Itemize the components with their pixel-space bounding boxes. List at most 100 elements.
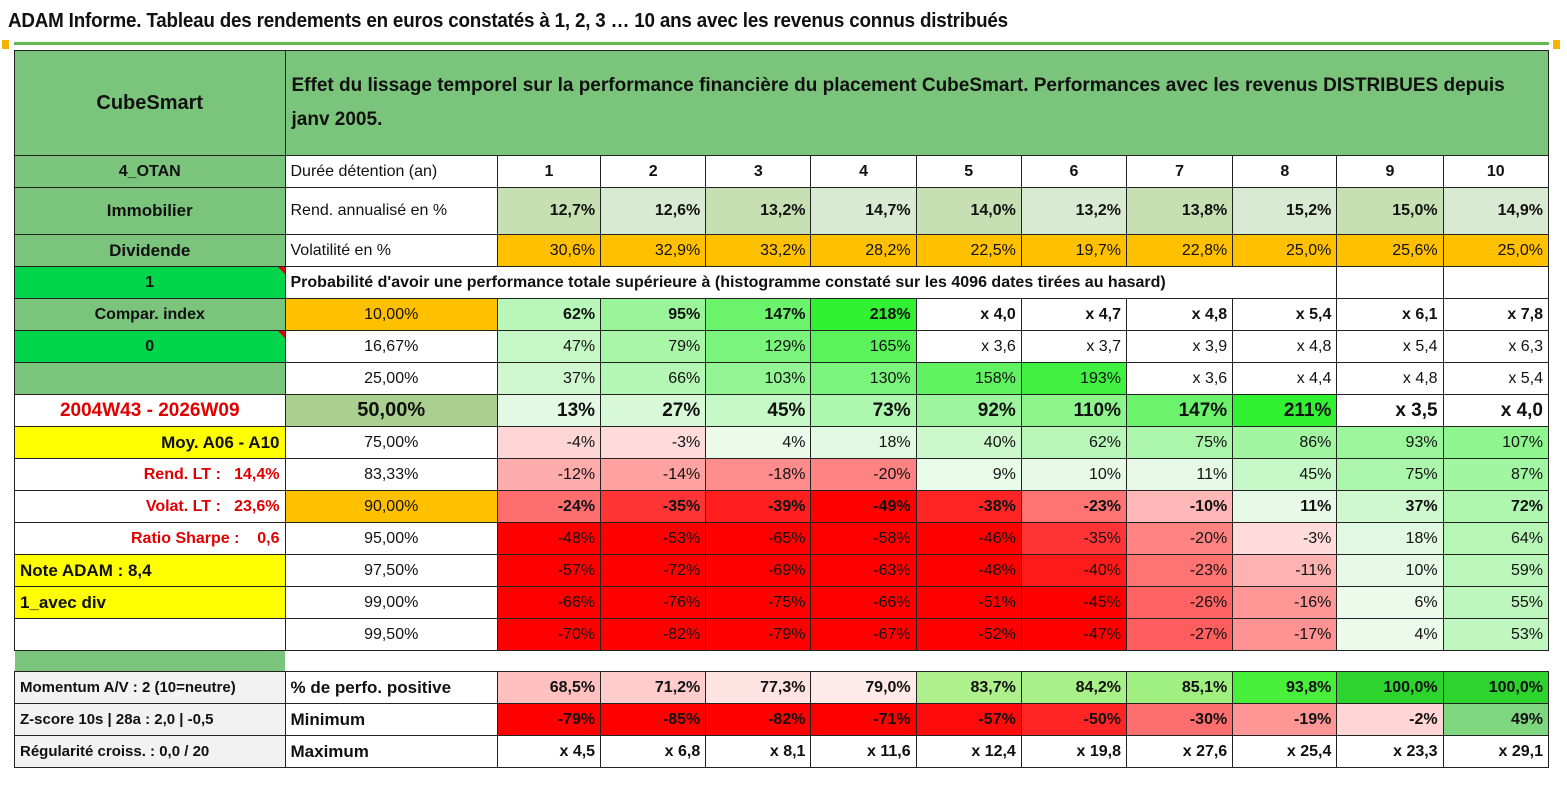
percentile-value: -75% xyxy=(705,586,812,619)
percentile-value: 110% xyxy=(1020,394,1128,427)
percentile-value: x 4,4 xyxy=(1232,362,1338,395)
percentile-value: -4% xyxy=(496,426,602,459)
avec-div-label: 1_avec div xyxy=(14,586,286,619)
percentile-label: 16,67% xyxy=(284,330,498,363)
year-header: 5 xyxy=(915,155,1022,188)
asset-name: CubeSmart xyxy=(14,50,286,156)
percentile-value: -79% xyxy=(705,618,812,651)
percentile-value: -24% xyxy=(496,490,602,523)
rend-value: 12,6% xyxy=(600,187,707,235)
table-row: Moy. A06 - A10 75,00% -4% -3% 4% 18% 40% 62% 75%… xyxy=(14,426,1550,459)
percentile-value: x 4,7 xyxy=(1020,298,1128,331)
percentile-value: 4% xyxy=(705,426,812,459)
percentile-value: -45% xyxy=(1020,586,1128,619)
table-row: Dividende Volatilité en % 30,6% 32,9% 33,2% 2… xyxy=(14,234,1550,267)
percentile-value: -57% xyxy=(496,554,602,587)
percentile-value: -26% xyxy=(1126,586,1234,619)
percentile-value: -48% xyxy=(496,522,602,555)
percentile-value: -67% xyxy=(810,618,917,651)
percentile-value: -23% xyxy=(1126,554,1234,587)
percentile-value: -17% xyxy=(1232,618,1338,651)
volat-value: 25,0% xyxy=(1442,234,1550,267)
gap-cell xyxy=(285,651,497,672)
duree-label: Durée détention (an) xyxy=(284,155,498,188)
percentile-value: -65% xyxy=(705,522,812,555)
flag-one: 1 xyxy=(14,266,286,299)
percentile-value: -10% xyxy=(1126,490,1234,523)
top-rule xyxy=(14,42,1549,45)
percentile-value: 45% xyxy=(705,394,812,427)
table-row: 1 Probabilité d'avoir une performance tot… xyxy=(14,266,1550,299)
year-header: 8 xyxy=(1232,155,1338,188)
minimum-value: -82% xyxy=(705,703,812,736)
percentile-value: x 5,4 xyxy=(1336,330,1444,363)
volat-lt-value: 23,6% xyxy=(234,497,280,515)
percentile-value: x 6,3 xyxy=(1442,330,1550,363)
percentile-value: 165% xyxy=(810,330,917,363)
year-header: 6 xyxy=(1020,155,1128,188)
volat-value: 32,9% xyxy=(600,234,707,267)
percentile-value: -66% xyxy=(810,586,917,619)
percentile-value: 11% xyxy=(1126,458,1234,491)
percentile-value: -53% xyxy=(600,522,707,555)
positive-value: 100,0% xyxy=(1336,671,1444,704)
percentile-value: 37% xyxy=(496,362,602,395)
code-label: 4_OTAN xyxy=(14,155,286,188)
percentile-value: 18% xyxy=(1336,522,1444,555)
minimum-value: -57% xyxy=(915,703,1022,736)
percentile-label: 83,33% xyxy=(284,458,498,491)
percentile-value: -14% xyxy=(600,458,707,491)
positive-value: 100,0% xyxy=(1442,671,1550,704)
rend-value: 13,2% xyxy=(1020,187,1128,235)
period-label: 2004W43 - 2026W09 xyxy=(14,394,286,427)
gap-cell xyxy=(916,651,1021,672)
percentile-value: x 5,4 xyxy=(1442,362,1550,395)
percentile-label: 25,00% xyxy=(284,362,498,395)
stat-label: % de perfo. positive xyxy=(284,671,498,704)
percentile-value: x 3,5 xyxy=(1336,394,1444,427)
percentile-value: -16% xyxy=(1232,586,1338,619)
maximum-value: x 12,4 xyxy=(915,735,1022,768)
indicator-label: Momentum A/V : 2 (10=neutre) xyxy=(14,671,286,704)
percentile-value: -63% xyxy=(810,554,917,587)
maximum-value: x 4,5 xyxy=(496,735,602,768)
stat-label: Minimum xyxy=(284,703,498,736)
minimum-value: -2% xyxy=(1336,703,1444,736)
percentile-value: 13% xyxy=(496,394,602,427)
volat-value: 33,2% xyxy=(705,234,812,267)
table-row: Ratio Sharpe : 0,6 95,00% -48% -53% -65% -58%… xyxy=(14,522,1550,555)
percentile-value: -11% xyxy=(1232,554,1338,587)
percentile-value: -20% xyxy=(810,458,917,491)
percentile-value: 53% xyxy=(1442,618,1550,651)
positive-value: 93,8% xyxy=(1232,671,1338,704)
percentile-value: 95% xyxy=(600,298,707,331)
maximum-value: x 23,3 xyxy=(1336,735,1444,768)
percentile-label: 50,00% xyxy=(284,394,498,427)
corner-marker xyxy=(1553,40,1560,49)
volat-value: 28,2% xyxy=(810,234,917,267)
year-header: 2 xyxy=(600,155,707,188)
percentile-value: -49% xyxy=(810,490,917,523)
rend-value: 14,7% xyxy=(810,187,917,235)
percentile-value: -47% xyxy=(1020,618,1128,651)
percentile-value: 86% xyxy=(1232,426,1338,459)
year-header: 4 xyxy=(810,155,917,188)
gap-cell xyxy=(1233,651,1337,672)
percentile-value: x 4,8 xyxy=(1126,298,1234,331)
percentile-value: -40% xyxy=(1020,554,1128,587)
percentile-value: 92% xyxy=(915,394,1022,427)
percentile-value: x 3,7 xyxy=(1020,330,1128,363)
table-row: Volat. LT : 23,6% 90,00% -24% -35% -39% -49% -… xyxy=(14,490,1550,523)
year-header: 7 xyxy=(1126,155,1234,188)
sector-label: Immobilier xyxy=(14,187,286,235)
percentile-value: -27% xyxy=(1126,618,1234,651)
maximum-value: x 11,6 xyxy=(810,735,917,768)
percentile-label: 10,00% xyxy=(284,298,498,331)
indicator-label: Régularité croiss. : 0,0 / 20 xyxy=(14,735,286,768)
percentile-value: x 7,8 xyxy=(1442,298,1550,331)
table-row: 25,00% 37% 66% 103% 130% 158% 193% x 3,6 x 4,4 x … xyxy=(14,362,1550,395)
percentile-label: 75,00% xyxy=(284,426,498,459)
percentile-value: x 4,0 xyxy=(915,298,1022,331)
rend-value: 14,9% xyxy=(1442,187,1550,235)
percentile-value: 193% xyxy=(1020,362,1128,395)
